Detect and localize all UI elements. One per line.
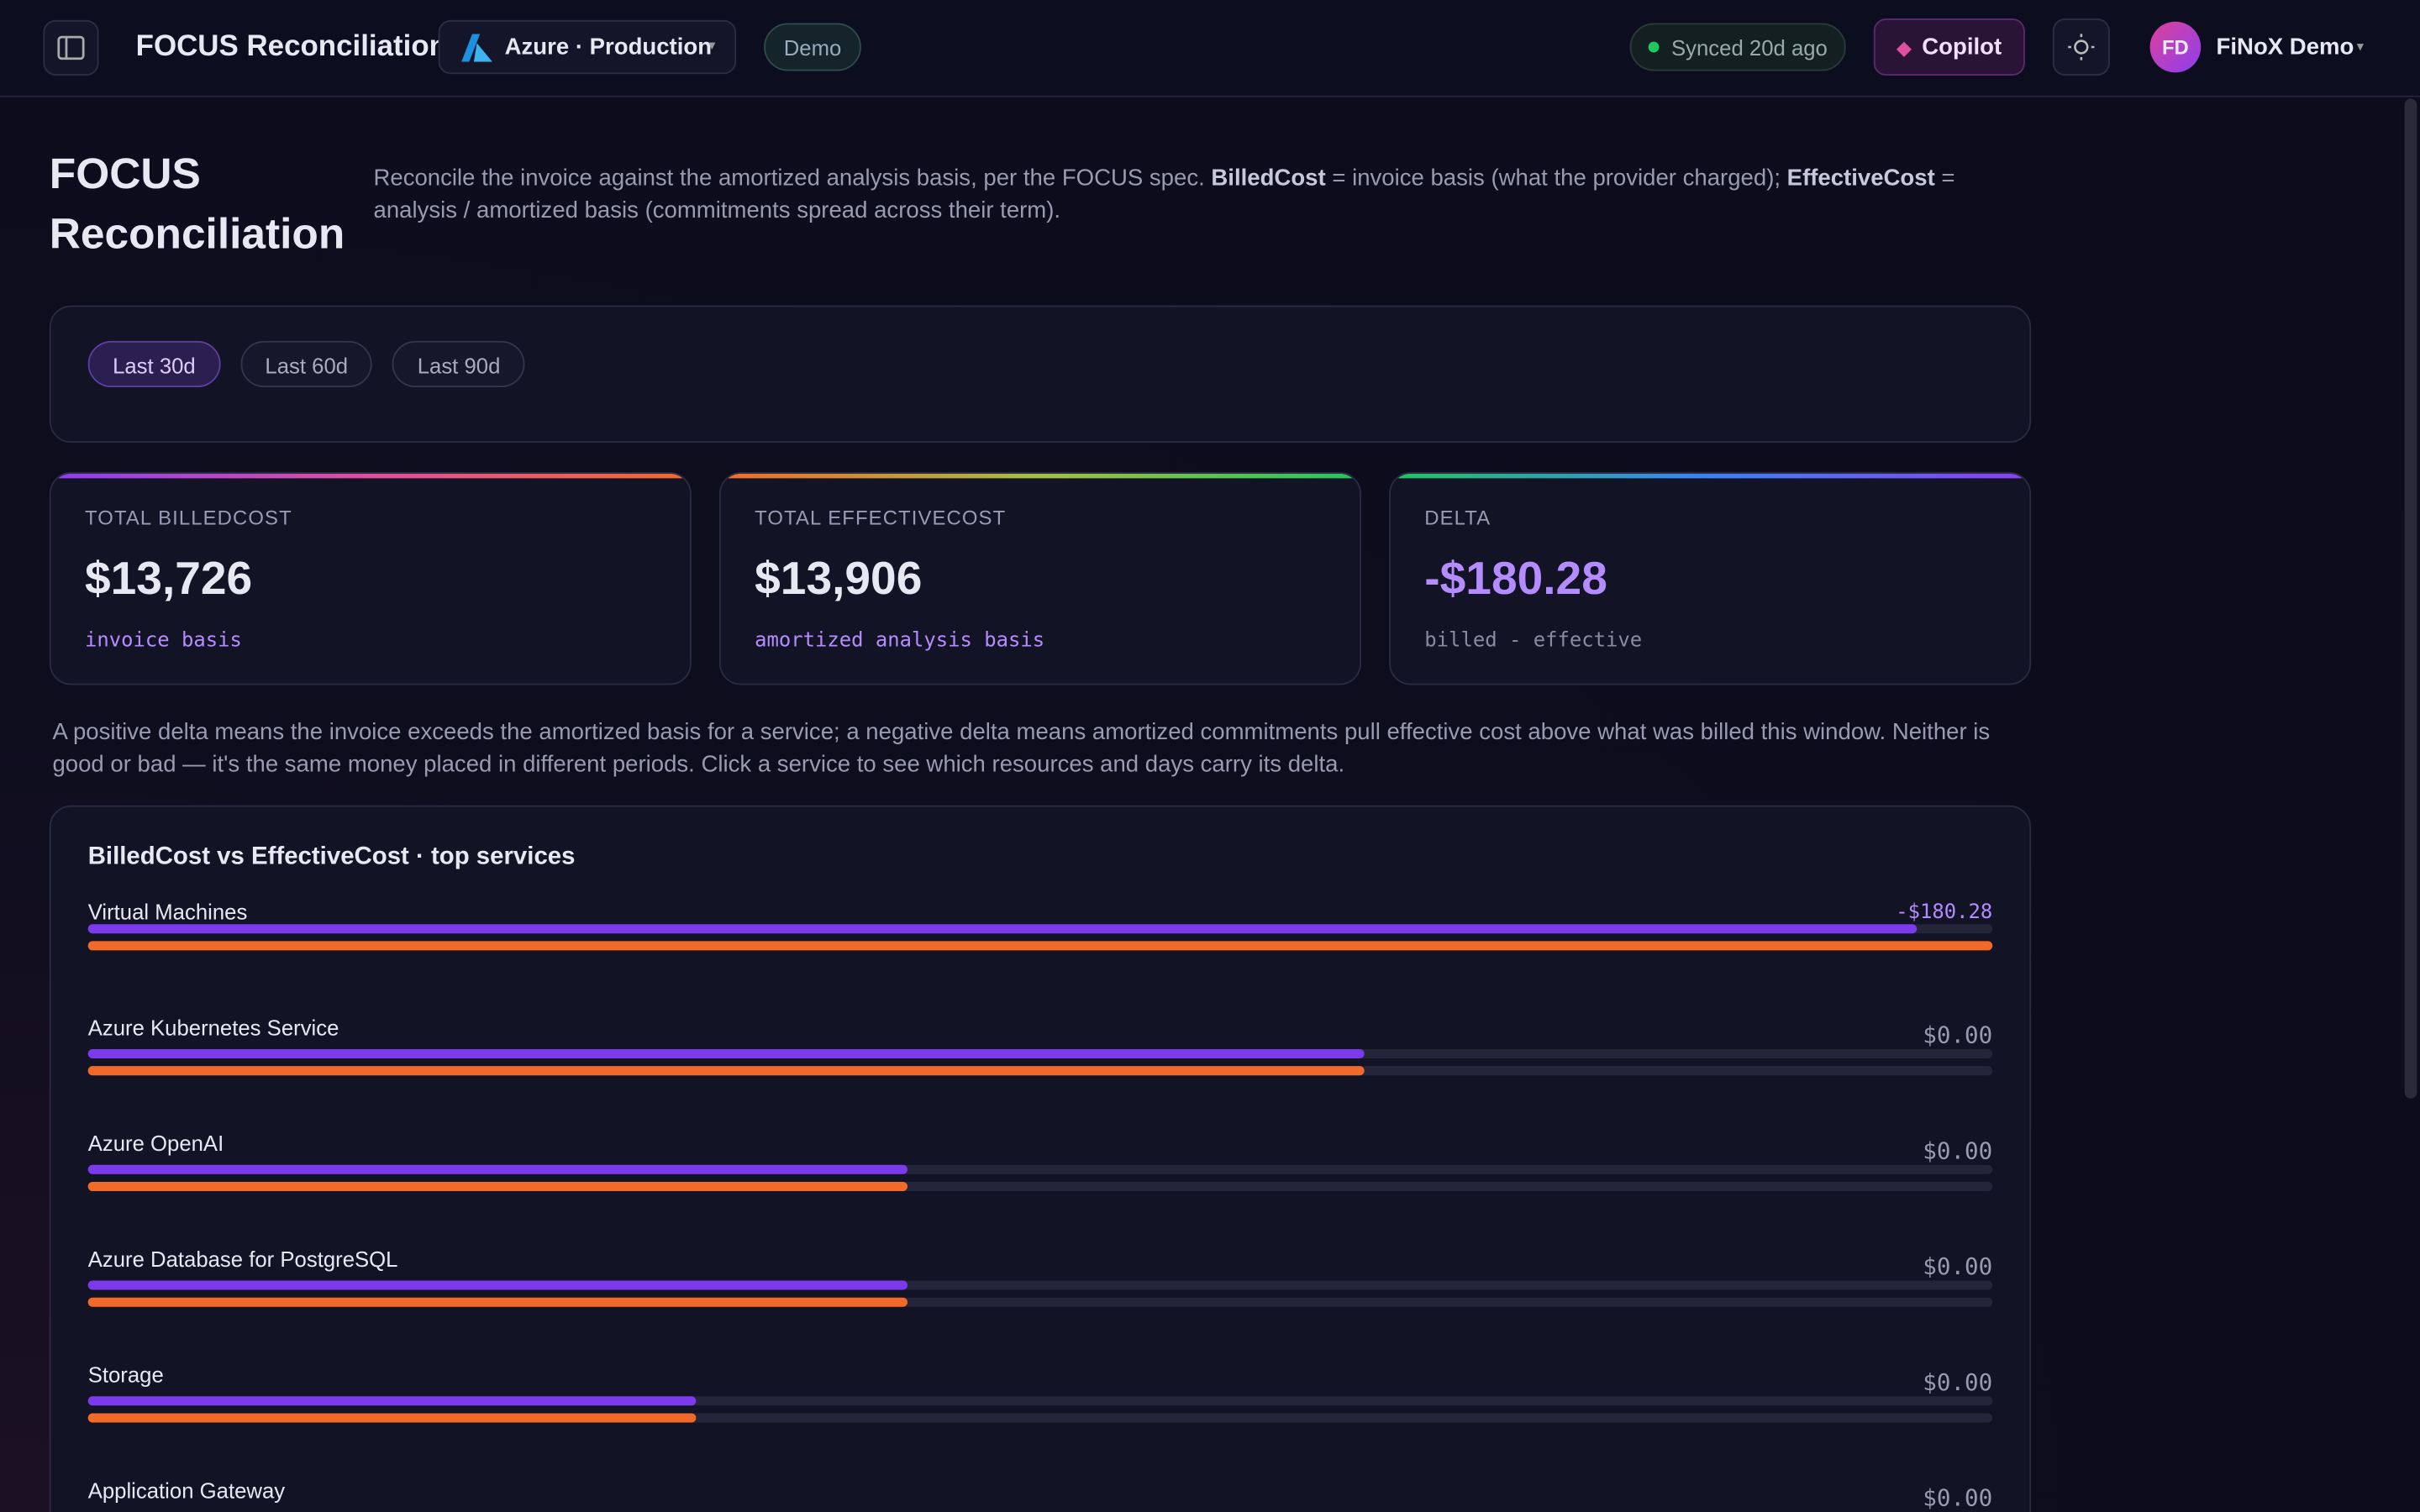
demo-badge: Demo [764,23,861,71]
chevron: ▾ [708,37,716,53]
service-name[interactable]: Storage [87,1362,164,1388]
sun-icon [2068,34,2095,60]
billed-bar [87,1048,1365,1059]
sidebar-toggle[interactable] [43,19,99,76]
app-title: FOCUS Reconciliation [135,30,447,64]
scrollbar[interactable] [2404,98,2417,1099]
delta-label: $0.00 [1923,1483,1993,1512]
kpi-sublabel: billed - effective [1424,629,1643,653]
effective-bar [87,1066,1365,1076]
description-text: = analysis / amortized basis (commitment… [373,165,1955,224]
bar-track [87,924,1993,934]
bar-track [87,1048,1993,1059]
bar-track [87,941,1993,951]
bar-track [87,1280,1993,1290]
bar-track [87,1396,1993,1406]
azure-logo [461,34,492,62]
effective-bar [87,1413,697,1423]
delta-label: -$180.28 [1896,900,1993,925]
theme-toggle[interactable] [2052,18,2110,76]
kpi-sublabel: invoice basis [85,629,242,653]
kpi-value: $13,726 [85,554,253,606]
filter-chip[interactable]: Last 90d [392,340,525,388]
bar-track [87,1181,1993,1191]
billed-bar [87,1396,697,1406]
chart-card: BilledCost vs EffectiveCost · top servic… [49,805,2032,1512]
sync-text: Synced 20d ago [1670,34,1828,60]
delta-label: $0.00 [1923,1368,1993,1397]
avatar[interactable]: FD [2149,21,2202,73]
kpi-label: TOTAL EFFECTIVECOST [755,506,1007,530]
effective-bar [87,1297,908,1307]
environment-label: Azure · Production [504,34,713,60]
delta-note: A positive delta means the invoice excee… [52,718,1991,778]
filter-chip[interactable]: Last 60d [240,340,373,388]
page-description: Reconcile the invoice against the amorti… [373,162,1994,227]
kpi-card: DELTA -$180.28 billed - effective [1389,472,2032,685]
service-name[interactable]: Application Gateway [87,1478,286,1503]
copilot-label: Copilot [1922,34,2002,60]
service-name[interactable]: Azure OpenAI [87,1131,224,1156]
kpi-label: TOTAL BILLEDCOST [85,506,292,530]
service-name[interactable]: Virtual Machines [87,899,248,925]
kpi-accent [720,473,1360,479]
term: BilledCost [1211,165,1326,192]
chart-title: BilledCost vs EffectiveCost · top servic… [87,843,576,870]
bar-track [87,1413,1993,1423]
kpi-sublabel: amortized analysis basis [755,629,1045,653]
billed-bar [87,1280,908,1290]
service-name[interactable]: Azure Database for PostgreSQL [87,1247,398,1272]
kpi-card: TOTAL BILLEDCOST $13,726 invoice basis [49,472,692,685]
sync-dot [1648,41,1660,53]
bar-track [87,1297,1993,1307]
delta-label: $0.00 [1923,1252,1993,1281]
billed-bar [87,1164,908,1174]
effective-bar [87,1181,908,1191]
copilot-button[interactable]: ◆ Copilot [1873,18,2025,76]
bar-track [87,1164,1993,1174]
filter-card: Last 30d Last 60d Last 90d [49,305,2032,444]
description-text: Reconcile the invoice against the amorti… [373,165,1212,192]
description-text: = invoice basis (what the provider charg… [1325,165,1787,192]
sidebar-icon [57,35,85,60]
delta-label: $0.00 [1923,1021,1993,1049]
bar-track [87,1066,1993,1076]
billed-bar [87,924,1917,934]
copilot-icon: ◆ [1897,36,1912,58]
page-title: FOCUS Reconciliation [49,150,345,258]
environment-selector[interactable]: Azure · Production ▾ [438,19,737,75]
kpi-value: $13,906 [755,554,923,606]
term: EffectiveCost [1786,165,1935,192]
top-bar: FOCUS Reconciliation Azure · Production … [0,0,2420,97]
delta-label: $0.00 [1923,1137,1993,1165]
service-name[interactable]: Azure Kubernetes Service [87,1015,339,1040]
user-chevron: ▾ [2356,38,2365,55]
kpi-accent [1390,473,2030,479]
kpi-value: -$180.28 [1424,554,1607,606]
kpi-label: DELTA [1424,506,1491,530]
effective-bar [87,941,1993,951]
user-name[interactable]: FiNoX Demo [2216,34,2354,60]
sync-status: Synced 20d ago [1629,23,1846,71]
kpi-accent [50,473,691,479]
kpi-card: TOTAL EFFECTIVECOST $13,906 amortized anal… [718,472,1362,685]
filter-chip[interactable]: Last 30d [87,340,221,388]
